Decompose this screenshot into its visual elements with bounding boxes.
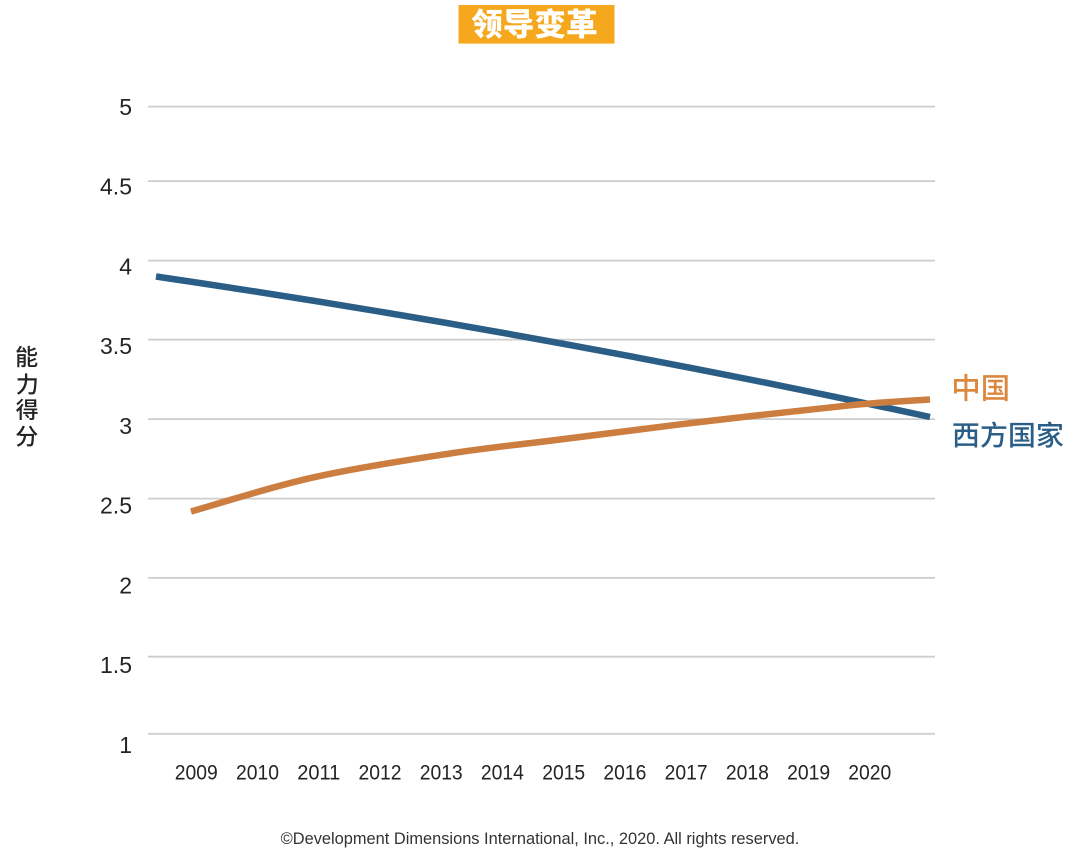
svg-text:4.5: 4.5 xyxy=(100,174,132,200)
svg-text:2020: 2020 xyxy=(848,761,891,784)
svg-text:2017: 2017 xyxy=(665,761,708,784)
svg-text:2014: 2014 xyxy=(481,761,524,784)
svg-text:2015: 2015 xyxy=(542,761,585,784)
svg-text:2016: 2016 xyxy=(603,761,646,784)
svg-text:1.5: 1.5 xyxy=(100,652,132,678)
svg-text:5: 5 xyxy=(119,94,132,120)
svg-text:2012: 2012 xyxy=(359,761,402,784)
svg-text:2: 2 xyxy=(119,572,132,598)
svg-text:4: 4 xyxy=(119,253,132,279)
svg-text:2013: 2013 xyxy=(420,761,463,784)
svg-text:©Development Dimensions Intern: ©Development Dimensions International, I… xyxy=(281,830,800,848)
svg-text:2011: 2011 xyxy=(297,761,340,784)
svg-text:3.5: 3.5 xyxy=(100,333,132,359)
svg-text:2018: 2018 xyxy=(726,761,769,784)
svg-text:3: 3 xyxy=(119,413,132,439)
svg-text:2009: 2009 xyxy=(175,761,218,784)
svg-text:2.5: 2.5 xyxy=(100,493,132,519)
svg-text:2010: 2010 xyxy=(236,761,279,784)
svg-text:2019: 2019 xyxy=(787,761,830,784)
svg-text:1: 1 xyxy=(119,732,132,758)
